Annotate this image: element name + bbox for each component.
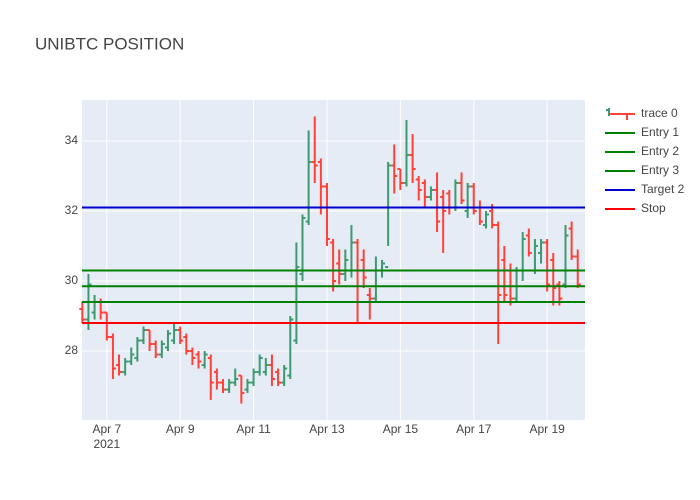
x-tick-label: Apr 13 xyxy=(309,422,345,436)
legend-label: Target 2 xyxy=(641,182,685,196)
y-tick-label: 32 xyxy=(65,203,79,217)
x-tick-label: Apr 9 xyxy=(166,422,195,436)
legend-label: Entry 1 xyxy=(641,125,679,139)
y-tick-label: 30 xyxy=(65,273,79,287)
x-tick-label: Apr 17 xyxy=(456,422,492,436)
y-tick-label: 28 xyxy=(65,343,79,357)
legend-label: Entry 3 xyxy=(641,163,679,177)
legend-label: Entry 2 xyxy=(641,144,679,158)
x-tick-label: Apr 15 xyxy=(383,422,419,436)
x-tick-year: 2021 xyxy=(93,437,120,451)
legend-label: Stop xyxy=(641,201,666,215)
x-tick-label: Apr 11 xyxy=(236,422,271,436)
chart-title: UNIBTC POSITION xyxy=(35,34,184,53)
x-tick-label: Apr 19 xyxy=(529,422,565,436)
x-tick-label: Apr 7 xyxy=(92,422,121,436)
ohlc-series xyxy=(79,116,581,404)
legend-label: trace 0 xyxy=(641,106,678,120)
y-tick-label: 34 xyxy=(65,133,79,147)
